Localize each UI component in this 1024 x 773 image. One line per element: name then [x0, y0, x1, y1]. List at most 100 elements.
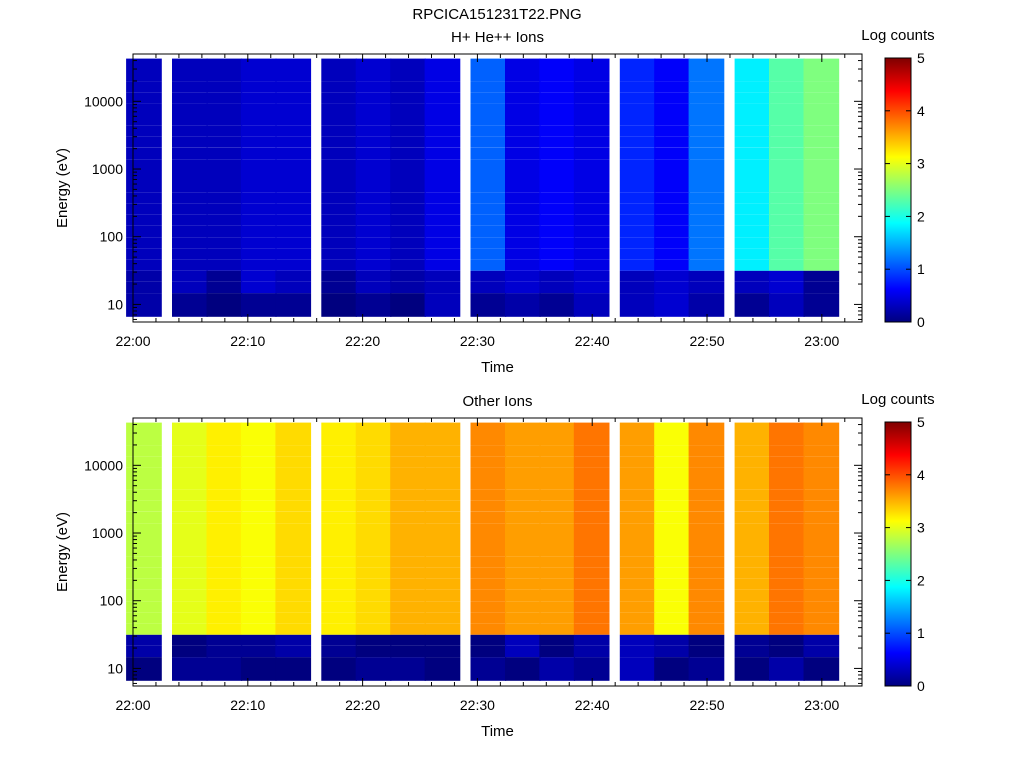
heatmap-cell — [355, 170, 392, 182]
heatmap-cell — [734, 434, 771, 446]
heatmap-cell — [172, 181, 208, 193]
heatmap-cell — [240, 170, 277, 182]
heatmap-cell — [355, 601, 392, 613]
heatmap-cell — [573, 657, 610, 669]
heatmap-cell — [654, 170, 690, 182]
heatmap-cell — [275, 634, 312, 646]
heatmap-cell — [688, 203, 725, 215]
heatmap-cell — [240, 534, 277, 546]
heatmap-cell — [424, 567, 461, 579]
heatmap-cell — [424, 192, 461, 204]
heatmap-cell — [769, 556, 805, 568]
heatmap-cell — [688, 523, 725, 535]
heatmap-cell — [688, 114, 725, 126]
heatmap-cell — [470, 237, 507, 249]
heatmap-cell — [240, 81, 277, 93]
heatmap-cell — [769, 293, 805, 305]
heatmap-cell — [619, 81, 656, 93]
heatmap-cell — [126, 125, 162, 137]
heatmap-cell — [172, 259, 208, 271]
heatmap-cell — [424, 500, 461, 512]
heatmap-cell — [619, 58, 656, 70]
heatmap-cell — [390, 500, 426, 512]
heatmap-cell — [355, 305, 392, 317]
heatmap-cell — [734, 147, 771, 160]
heatmap-cell — [688, 534, 725, 546]
heatmap-cell — [206, 248, 243, 260]
heatmap-cell — [505, 281, 541, 294]
heatmap-cell — [619, 467, 656, 479]
heatmap-cell — [206, 237, 243, 249]
heatmap-cell — [688, 422, 725, 434]
heatmap-cell — [619, 305, 656, 317]
heatmap-cell — [505, 623, 541, 635]
heatmap-cell — [172, 601, 208, 613]
heatmap-cell — [470, 159, 507, 171]
heatmap-cell — [355, 159, 392, 171]
heatmap-cell — [619, 634, 656, 646]
heatmap-cell — [321, 58, 357, 70]
heatmap-cell — [654, 214, 690, 226]
heatmap-cell — [803, 293, 840, 305]
heatmap-cell — [619, 556, 656, 568]
heatmap-cell — [803, 612, 840, 624]
colorbar-label: Log counts — [861, 27, 934, 44]
heatmap-cell — [355, 192, 392, 204]
heatmap-cell — [126, 170, 162, 182]
heatmap-cell — [539, 92, 576, 104]
heatmap-cell — [206, 467, 243, 479]
heatmap-cell — [424, 578, 461, 590]
heatmap-cell — [424, 259, 461, 271]
heatmap-cell — [803, 270, 840, 282]
heatmap-cell — [734, 181, 771, 193]
heatmap-cell — [321, 181, 357, 193]
heatmap-cell — [355, 456, 392, 468]
heatmap-cell — [172, 511, 208, 524]
heatmap-cell — [505, 248, 541, 260]
heatmap-cell — [539, 114, 576, 126]
heatmap-cell — [355, 567, 392, 579]
heatmap-cell — [126, 58, 162, 70]
colorbar-tick-label: 2 — [917, 572, 925, 588]
heatmap-cell — [126, 92, 162, 104]
heatmap-cell — [734, 534, 771, 546]
heatmap-cell — [390, 92, 426, 104]
heatmap-cell — [688, 467, 725, 479]
heatmap-cell — [172, 159, 208, 171]
heatmap-cell — [206, 500, 243, 512]
panel-title: H+ He++ Ions — [451, 29, 544, 46]
heatmap-cell — [206, 523, 243, 535]
heatmap-cell — [321, 601, 357, 613]
heatmap-cell — [539, 567, 576, 579]
heatmap-cell — [619, 489, 656, 501]
heatmap-cell — [803, 170, 840, 182]
heatmap-cell — [688, 181, 725, 193]
heatmap-cell — [573, 181, 610, 193]
heatmap-cell — [470, 248, 507, 260]
heatmap-cell — [734, 103, 771, 115]
heatmap-cell — [573, 511, 610, 524]
heatmap-cell — [390, 534, 426, 546]
heatmap-cell — [688, 669, 725, 681]
heatmap-cell — [321, 147, 357, 160]
heatmap-cell — [654, 545, 690, 557]
heatmap-cell — [688, 136, 725, 148]
heatmap-cell — [470, 612, 507, 624]
heatmap-cell — [240, 293, 277, 305]
heatmap-cell — [206, 81, 243, 93]
heatmap-cell — [206, 259, 243, 271]
heatmap-cell — [126, 103, 162, 115]
heatmap-cell — [654, 645, 690, 658]
heatmap-cell — [619, 181, 656, 193]
heatmap-cell — [803, 534, 840, 546]
heatmap-cell — [769, 534, 805, 546]
heatmap-cell — [275, 623, 312, 635]
heatmap-cell — [539, 293, 576, 305]
heatmap-cell — [172, 589, 208, 602]
heatmap-cell — [275, 434, 312, 446]
heatmap-cell — [172, 612, 208, 624]
heatmap-cell — [688, 147, 725, 160]
heatmap-cell — [424, 103, 461, 115]
heatmap-cell — [654, 58, 690, 70]
heatmap-cell — [505, 103, 541, 115]
